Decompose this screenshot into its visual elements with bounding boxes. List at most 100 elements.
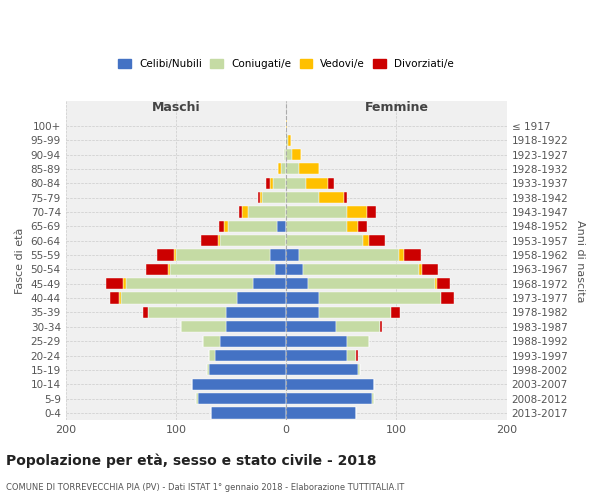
Bar bbox=[347, 336, 369, 347]
Bar bbox=[286, 250, 299, 260]
Bar bbox=[286, 264, 303, 275]
Bar bbox=[347, 220, 358, 232]
Bar bbox=[286, 235, 364, 246]
Bar bbox=[286, 321, 336, 332]
Bar bbox=[286, 120, 287, 132]
Bar bbox=[286, 378, 374, 390]
Bar bbox=[286, 393, 372, 404]
Bar bbox=[308, 278, 435, 289]
Bar bbox=[437, 278, 451, 289]
Bar bbox=[286, 164, 299, 174]
Bar bbox=[123, 278, 127, 289]
Bar bbox=[358, 364, 360, 376]
Bar bbox=[286, 307, 319, 318]
Bar bbox=[398, 250, 404, 260]
Bar bbox=[257, 192, 260, 203]
Bar bbox=[422, 264, 439, 275]
Bar bbox=[275, 264, 286, 275]
Bar bbox=[286, 220, 347, 232]
Bar bbox=[319, 307, 391, 318]
Bar bbox=[419, 264, 422, 275]
Text: COMUNE DI TORREVECCHIA PIA (PV) - Dati ISTAT 1° gennaio 2018 - Elaborazione TUTT: COMUNE DI TORREVECCHIA PIA (PV) - Dati I… bbox=[6, 483, 404, 492]
Bar bbox=[286, 278, 308, 289]
Bar bbox=[435, 278, 437, 289]
Bar bbox=[404, 250, 421, 260]
Bar bbox=[209, 364, 286, 376]
Bar bbox=[110, 292, 119, 304]
Bar bbox=[209, 350, 215, 361]
Bar bbox=[146, 264, 168, 275]
Bar bbox=[286, 178, 306, 189]
Bar bbox=[299, 164, 319, 174]
Bar bbox=[253, 278, 286, 289]
Bar bbox=[380, 321, 382, 332]
Bar bbox=[278, 164, 281, 174]
Bar bbox=[319, 192, 344, 203]
Bar bbox=[286, 192, 319, 203]
Bar bbox=[344, 192, 347, 203]
Bar bbox=[286, 206, 347, 218]
Bar bbox=[286, 292, 319, 304]
Bar bbox=[174, 250, 176, 260]
Bar bbox=[236, 292, 286, 304]
Bar bbox=[269, 178, 273, 189]
Y-axis label: Fasce di età: Fasce di età bbox=[15, 228, 25, 294]
Bar bbox=[273, 178, 286, 189]
Bar bbox=[121, 292, 236, 304]
Text: Popolazione per età, sesso e stato civile - 2018: Popolazione per età, sesso e stato civil… bbox=[6, 454, 377, 468]
Bar bbox=[143, 307, 148, 318]
Bar bbox=[106, 278, 123, 289]
Bar bbox=[211, 408, 286, 418]
Bar bbox=[369, 235, 385, 246]
Bar bbox=[226, 321, 286, 332]
Bar bbox=[127, 278, 253, 289]
Bar bbox=[181, 321, 226, 332]
Bar bbox=[198, 393, 286, 404]
Bar bbox=[347, 350, 356, 361]
Bar bbox=[356, 350, 358, 361]
Bar bbox=[168, 264, 170, 275]
Bar bbox=[219, 220, 224, 232]
Bar bbox=[284, 149, 286, 160]
Legend: Celibi/Nubili, Coniugati/e, Vedovi/e, Divorziati/e: Celibi/Nubili, Coniugati/e, Vedovi/e, Di… bbox=[115, 56, 457, 72]
Bar bbox=[440, 292, 454, 304]
Bar bbox=[372, 393, 374, 404]
Y-axis label: Anni di nascita: Anni di nascita bbox=[575, 220, 585, 302]
Bar bbox=[286, 134, 289, 146]
Bar bbox=[201, 235, 218, 246]
Bar bbox=[157, 250, 174, 260]
Bar bbox=[203, 336, 220, 347]
Bar bbox=[220, 336, 286, 347]
Bar bbox=[266, 178, 269, 189]
Bar bbox=[207, 364, 209, 376]
Bar bbox=[306, 178, 328, 189]
Bar bbox=[224, 220, 228, 232]
Bar bbox=[228, 220, 277, 232]
Bar bbox=[220, 235, 286, 246]
Bar bbox=[262, 192, 286, 203]
Bar bbox=[286, 350, 347, 361]
Text: Maschi: Maschi bbox=[152, 100, 200, 114]
Bar bbox=[248, 206, 286, 218]
Bar bbox=[226, 307, 286, 318]
Bar bbox=[119, 292, 121, 304]
Bar bbox=[319, 292, 440, 304]
Bar bbox=[364, 235, 369, 246]
Bar bbox=[193, 378, 286, 390]
Bar bbox=[196, 393, 198, 404]
Bar bbox=[281, 164, 286, 174]
Bar bbox=[242, 206, 248, 218]
Bar bbox=[218, 235, 220, 246]
Bar bbox=[347, 206, 367, 218]
Bar bbox=[328, 178, 334, 189]
Bar bbox=[292, 149, 301, 160]
Bar bbox=[215, 350, 286, 361]
Bar bbox=[286, 408, 356, 418]
Bar bbox=[239, 206, 242, 218]
Bar bbox=[286, 336, 347, 347]
Bar bbox=[367, 206, 376, 218]
Bar bbox=[176, 250, 269, 260]
Bar bbox=[289, 134, 290, 146]
Bar bbox=[148, 307, 226, 318]
Bar bbox=[391, 307, 400, 318]
